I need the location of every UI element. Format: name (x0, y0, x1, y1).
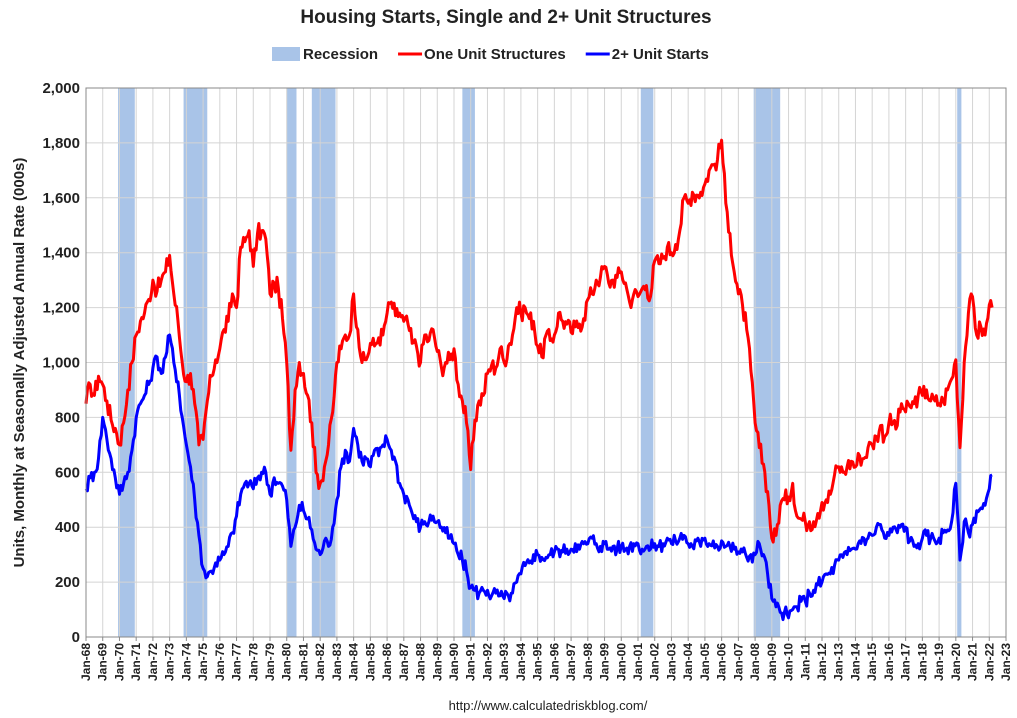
y-tick-label: 1,400 (42, 245, 80, 262)
x-tick-label: Jan-75 (196, 643, 210, 681)
legend-label: 2+ Unit Starts (612, 46, 709, 63)
x-tick-label: Jan-82 (313, 643, 327, 681)
legend-item: One Unit Structures (398, 46, 566, 63)
source-url: http://www.calculatedriskblog.com/ (449, 698, 648, 713)
x-axis: Jan-68 Jan-69 Jan-70 Jan-71 Jan-72 Jan-73 Jan-… (79, 636, 1013, 681)
x-tick-label: Jan-22 (982, 643, 996, 681)
x-tick-label: Jan-96 (547, 643, 561, 681)
x-tick-label: Jan-05 (698, 643, 712, 681)
x-tick-label: Jan-99 (598, 643, 612, 681)
x-tick-label: Jan-77 (230, 643, 244, 681)
x-tick-label: Jan-14 (848, 643, 862, 681)
x-tick-label: Jan-84 (347, 643, 361, 681)
series-lines (84, 138, 994, 622)
x-tick-label: Jan-20 (949, 643, 963, 681)
x-tick-label: Jan-89 (430, 643, 444, 681)
x-tick-label: Jan-70 (112, 643, 126, 681)
legend-label: One Unit Structures (424, 46, 566, 63)
x-tick-label: Jan-74 (179, 643, 193, 681)
x-tick-label: Jan-86 (380, 643, 394, 681)
y-axis-label: Units, Monthly at Seasonally Adjusted An… (11, 158, 28, 568)
x-tick-label: Jan-18 (915, 643, 929, 681)
x-tick-label: Jan-17 (899, 643, 913, 681)
legend-item: Recession (272, 46, 378, 63)
x-tick-label: Jan-78 (246, 643, 260, 681)
x-tick-label: Jan-07 (731, 643, 745, 681)
x-tick-label: Jan-71 (129, 643, 143, 681)
x-tick-label: Jan-72 (146, 643, 160, 681)
x-tick-label: Jan-69 (96, 643, 110, 681)
plot-area (84, 87, 1007, 638)
y-tick-label: 1,200 (42, 300, 80, 317)
x-tick-label: Jan-21 (966, 643, 980, 681)
x-tick-label: Jan-09 (765, 643, 779, 681)
x-tick-label: Jan-01 (631, 643, 645, 681)
x-tick-label: Jan-76 (213, 643, 227, 681)
x-tick-label: Jan-03 (664, 643, 678, 681)
series-line-two-plus-unit (84, 333, 993, 622)
x-tick-label: Jan-13 (832, 643, 846, 681)
x-tick-label: Jan-92 (480, 643, 494, 681)
x-tick-label: Jan-04 (681, 643, 695, 681)
y-tick-label: 800 (55, 409, 80, 426)
x-tick-label: Jan-73 (163, 643, 177, 681)
legend-swatch-recession (272, 47, 300, 61)
y-axis: 0 200 400 600 800 1,000 1,200 1,400 1,600 1,800 2,… (42, 80, 80, 646)
x-tick-label: Jan-83 (330, 643, 344, 681)
x-tick-label: Jan-06 (715, 643, 729, 681)
x-tick-label: Jan-02 (648, 643, 662, 681)
x-tick-label: Jan-98 (581, 643, 595, 681)
y-tick-label: 1,000 (42, 355, 80, 372)
x-tick-label: Jan-93 (497, 643, 511, 681)
x-tick-label: Jan-79 (263, 643, 277, 681)
legend-label: Recession (303, 46, 378, 63)
y-tick-label: 0 (72, 629, 80, 646)
x-tick-label: Jan-97 (564, 643, 578, 681)
series-line-one-unit (84, 138, 994, 544)
x-tick-label: Jan-12 (815, 643, 829, 681)
x-tick-label: Jan-68 (79, 643, 93, 681)
x-tick-label: Jan-90 (447, 643, 461, 681)
legend: Recession One Unit Structures 2+ Unit Star… (272, 46, 709, 63)
x-tick-label: Jan-08 (748, 643, 762, 681)
x-tick-label: Jan-91 (464, 643, 478, 681)
x-tick-label: Jan-00 (614, 643, 628, 681)
x-tick-label: Jan-94 (514, 643, 528, 681)
x-tick-label: Jan-10 (782, 643, 796, 681)
y-tick-label: 600 (55, 464, 80, 481)
y-tick-label: 1,800 (42, 135, 80, 152)
y-tick-label: 400 (55, 519, 80, 536)
chart-title: Housing Starts, Single and 2+ Unit Struc… (300, 7, 711, 28)
x-tick-label: Jan-85 (363, 643, 377, 681)
x-tick-label: Jan-88 (414, 643, 428, 681)
x-tick-label: Jan-80 (280, 643, 294, 681)
x-tick-label: Jan-87 (397, 643, 411, 681)
legend-item: 2+ Unit Starts (585, 46, 709, 63)
x-tick-label: Jan-19 (932, 643, 946, 681)
y-tick-label: 2,000 (42, 80, 80, 97)
x-tick-label: Jan-81 (296, 643, 310, 681)
x-tick-label: Jan-11 (798, 643, 812, 681)
y-tick-label: 200 (55, 574, 80, 591)
x-tick-label: Jan-16 (882, 643, 896, 681)
x-tick-label: Jan-15 (865, 643, 879, 681)
y-tick-label: 1,600 (42, 190, 80, 207)
x-tick-label: Jan-23 (999, 643, 1013, 681)
x-tick-label: Jan-95 (531, 643, 545, 681)
